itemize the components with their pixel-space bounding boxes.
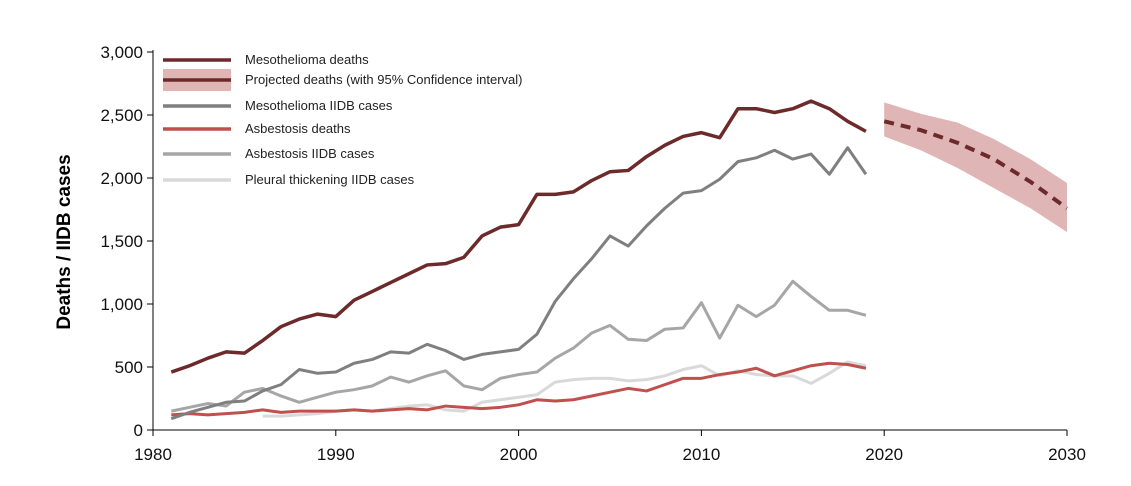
y-tick-label: 0 <box>134 421 143 440</box>
series-line-mesothelioma-deaths <box>170 99 867 374</box>
y-tick-label: 3,000 <box>100 43 143 62</box>
legend-label: Asbestosis IIDB cases <box>245 146 375 161</box>
y-tick-label: 2,000 <box>100 169 143 188</box>
series-line-mesothelioma-iidb-cases <box>170 146 868 421</box>
legend-label: Asbestosis deaths <box>245 121 351 136</box>
x-tick-label: 1990 <box>317 445 355 464</box>
legend-label: Mesothelioma deaths <box>245 52 369 67</box>
legend-label: Mesothelioma IIDB cases <box>245 98 393 113</box>
plot-area: 0 500 1,000 1,500 2,000 2,500 3,000 1980 1990 200… <box>100 43 1085 464</box>
series-line-asbestosis-iidb-cases <box>170 279 867 413</box>
projection-confidence-band <box>884 102 1067 233</box>
legend-label: Projected deaths (with 95% Confidence in… <box>245 72 522 87</box>
y-tick-label: 1,000 <box>100 295 143 314</box>
y-tick-label: 500 <box>115 358 143 377</box>
x-tick-label: 1980 <box>134 445 172 464</box>
y-tick-label: 2,500 <box>100 106 143 125</box>
x-tick-label: 2010 <box>682 445 720 464</box>
legend-label: Pleural thickening IIDB cases <box>245 172 415 187</box>
y-axis-label: Deaths / IIDB cases <box>54 154 75 329</box>
x-tick-label: 2020 <box>865 445 903 464</box>
y-tick-label: 1,500 <box>100 232 143 251</box>
x-tick-label: 2030 <box>1048 445 1086 464</box>
series-line-asbestosis-deaths <box>171 361 867 417</box>
x-tick-label: 2000 <box>500 445 538 464</box>
